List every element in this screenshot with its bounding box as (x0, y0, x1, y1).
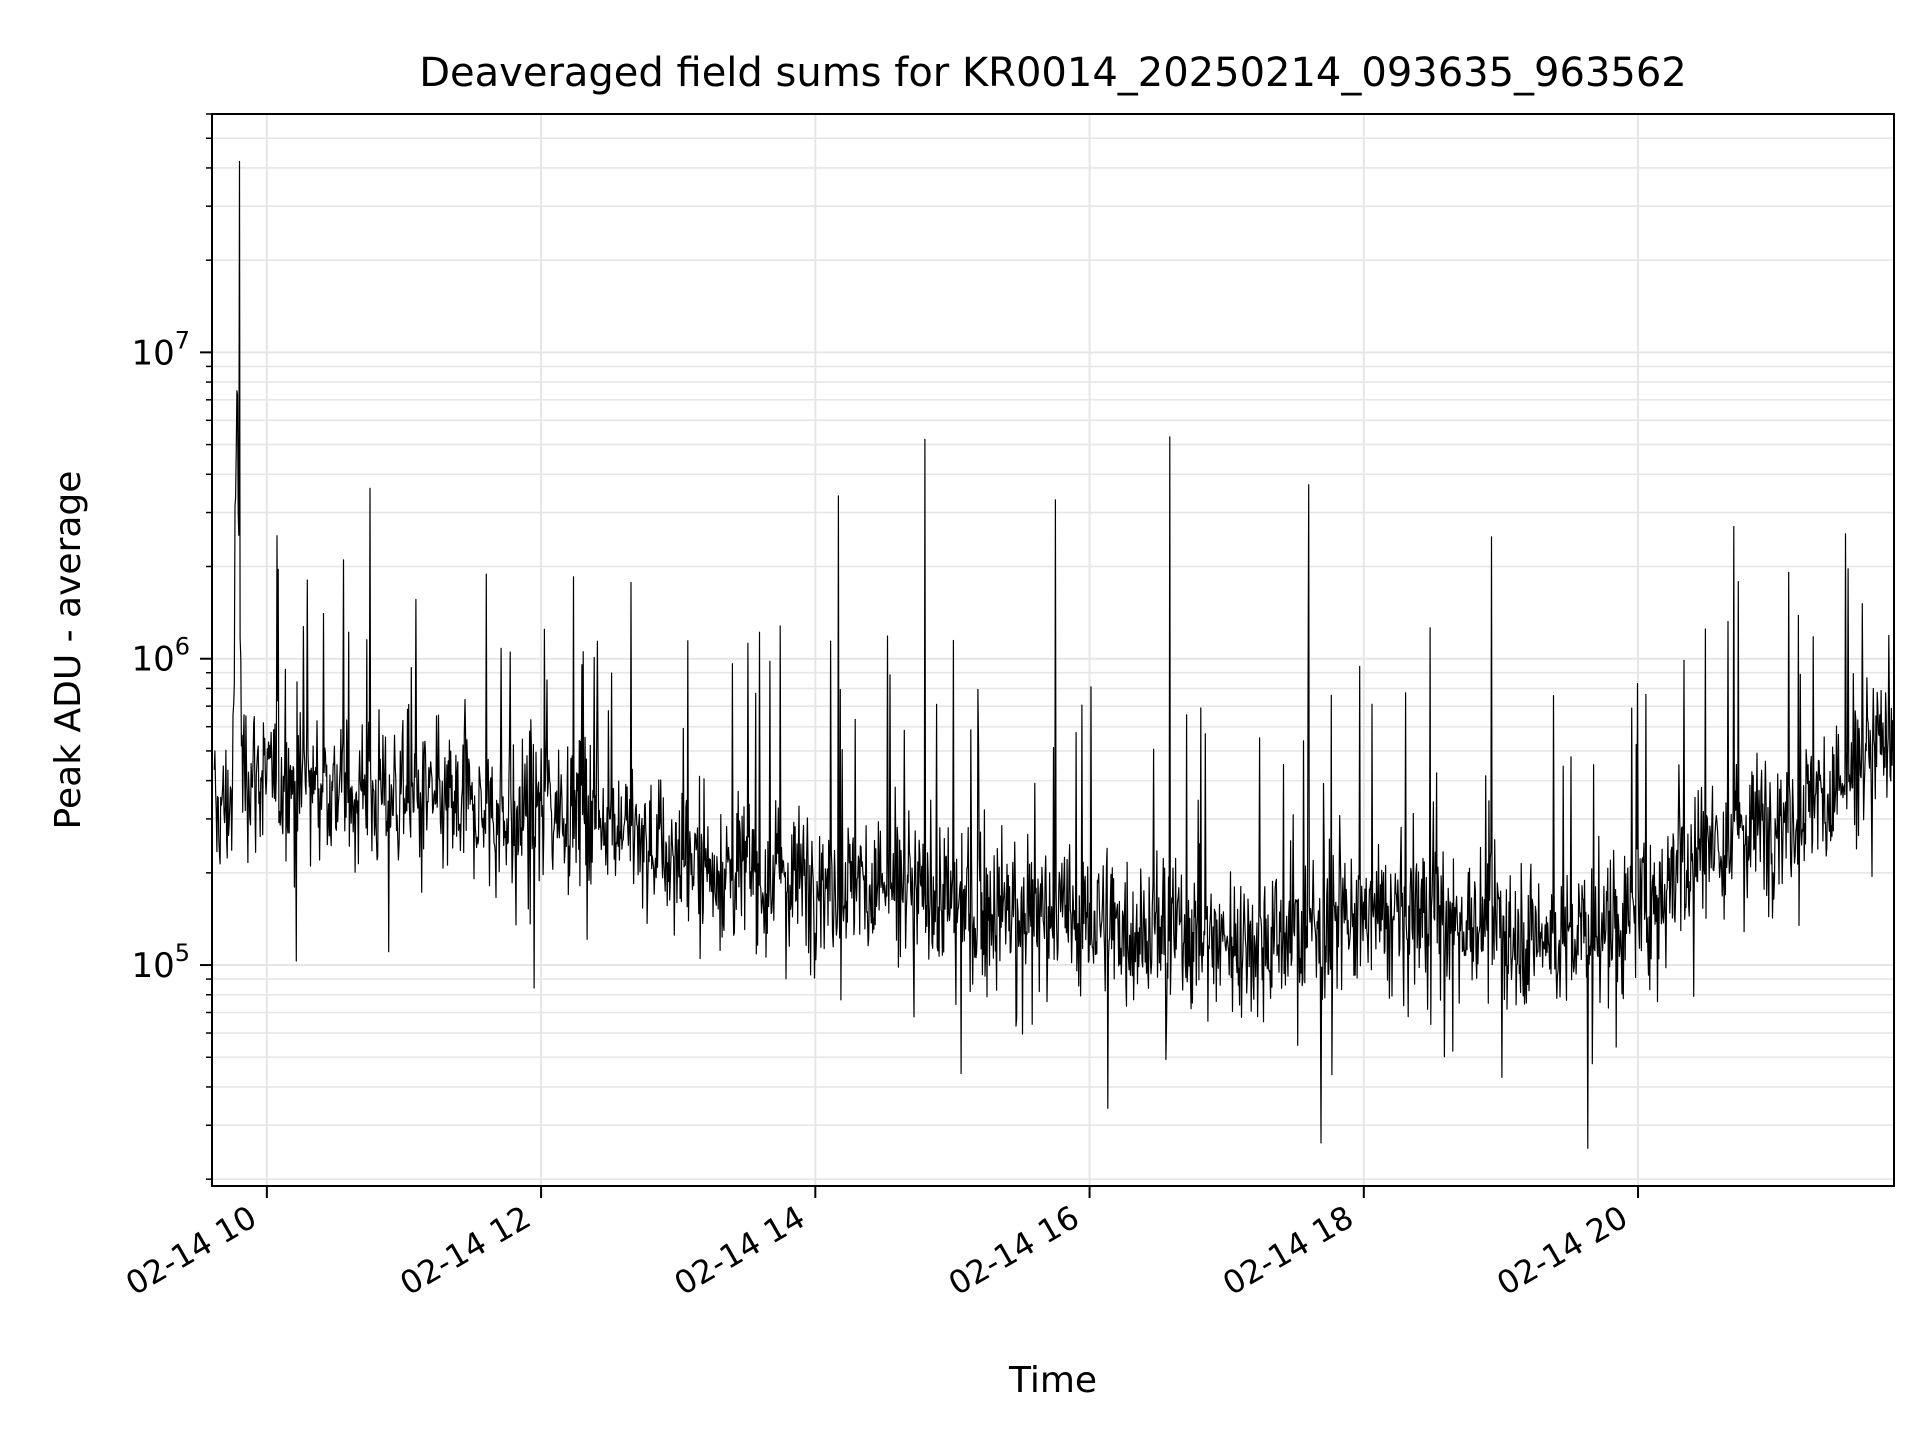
y-tick-label: 106 (131, 633, 190, 680)
y-tick-label: 107 (131, 326, 190, 373)
axes-frame (211, 113, 1895, 1187)
chart-title: Deaveraged field sums for KR0014_2025021… (419, 50, 1687, 96)
plot-area (213, 160, 1894, 1149)
series-line-peak-adu (213, 160, 1894, 1149)
grid (212, 113, 1894, 1186)
x-axis-label: Time (1008, 1360, 1097, 1401)
y-tick-label: 105 (131, 939, 190, 986)
y-axis-label: Peak ADU - average (48, 471, 89, 830)
